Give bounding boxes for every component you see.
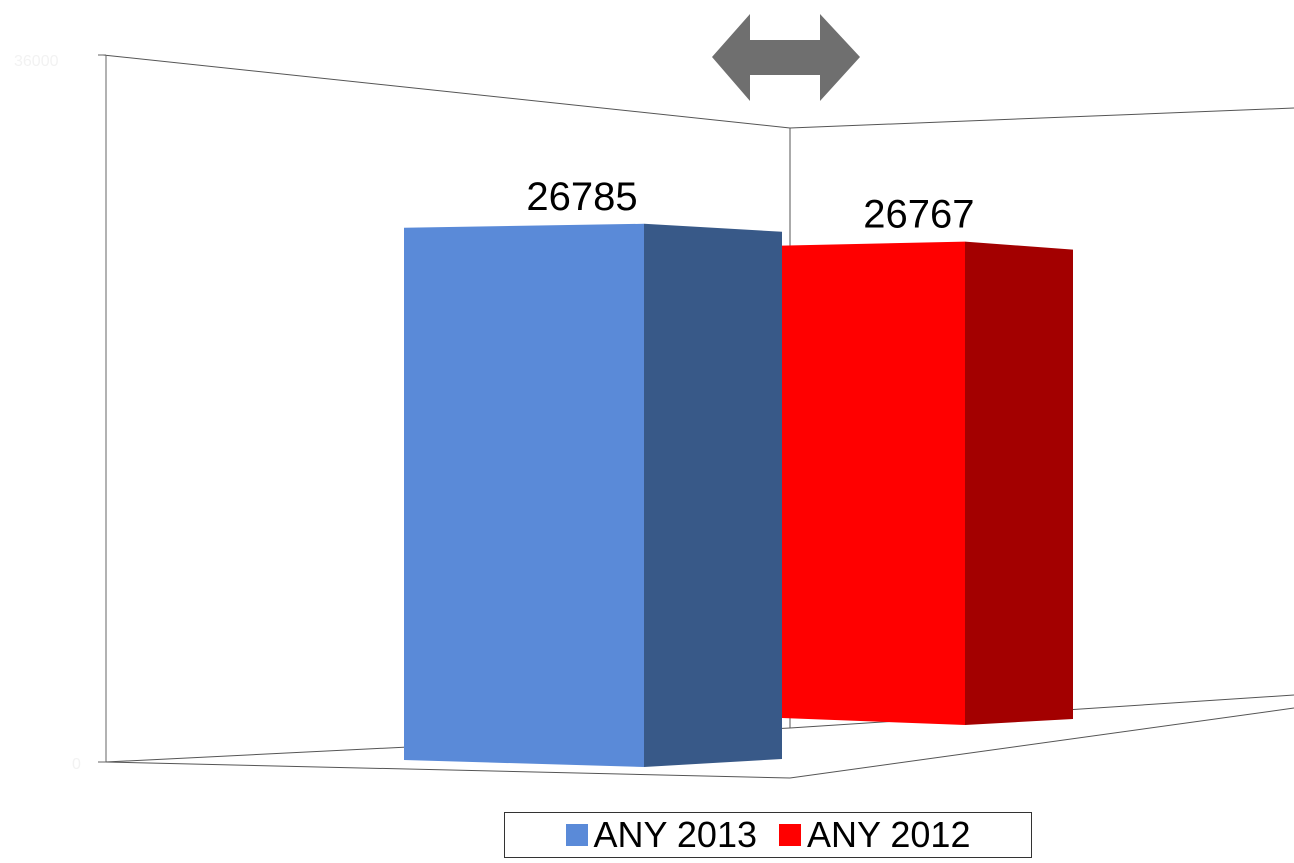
legend: ANY 2013 ANY 2012: [504, 812, 1032, 858]
legend-label-series-1: ANY 2013: [593, 814, 757, 855]
legend-item-series-2: ANY 2012: [779, 817, 970, 853]
floor-front-right-edge: [789, 707, 1294, 779]
double-arrow-icon-shape: [712, 14, 860, 101]
double-arrow-icon: [712, 14, 860, 101]
legend-label-series-2: ANY 2012: [807, 814, 971, 855]
back-left-wall-top-edge: [102, 54, 791, 129]
legend-swatch-series-1: [565, 824, 588, 846]
data-label-series-2: 26767: [863, 193, 974, 237]
bar-front-series-2: [782, 241, 965, 725]
floor-front-left-edge: [105, 761, 791, 779]
bar-side-series-1: [644, 223, 782, 767]
bar-front-series-1: [404, 223, 644, 767]
data-label-series-1: 26785: [526, 175, 637, 219]
back-right-wall-top-edge: [789, 107, 1294, 129]
legend-item-series-1: ANY 2013: [565, 814, 757, 855]
bar-side-series-2: [965, 241, 1073, 725]
bar-series-1: 26785: [404, 175, 782, 767]
y-tick-label-bottom: 0: [72, 756, 81, 773]
bars-layer: 26767 26785: [404, 175, 1073, 767]
legend-swatch-series-2: [779, 824, 801, 846]
bar-series-2: 26767: [782, 193, 1073, 725]
y-tick-label-top: 36000: [14, 53, 59, 70]
